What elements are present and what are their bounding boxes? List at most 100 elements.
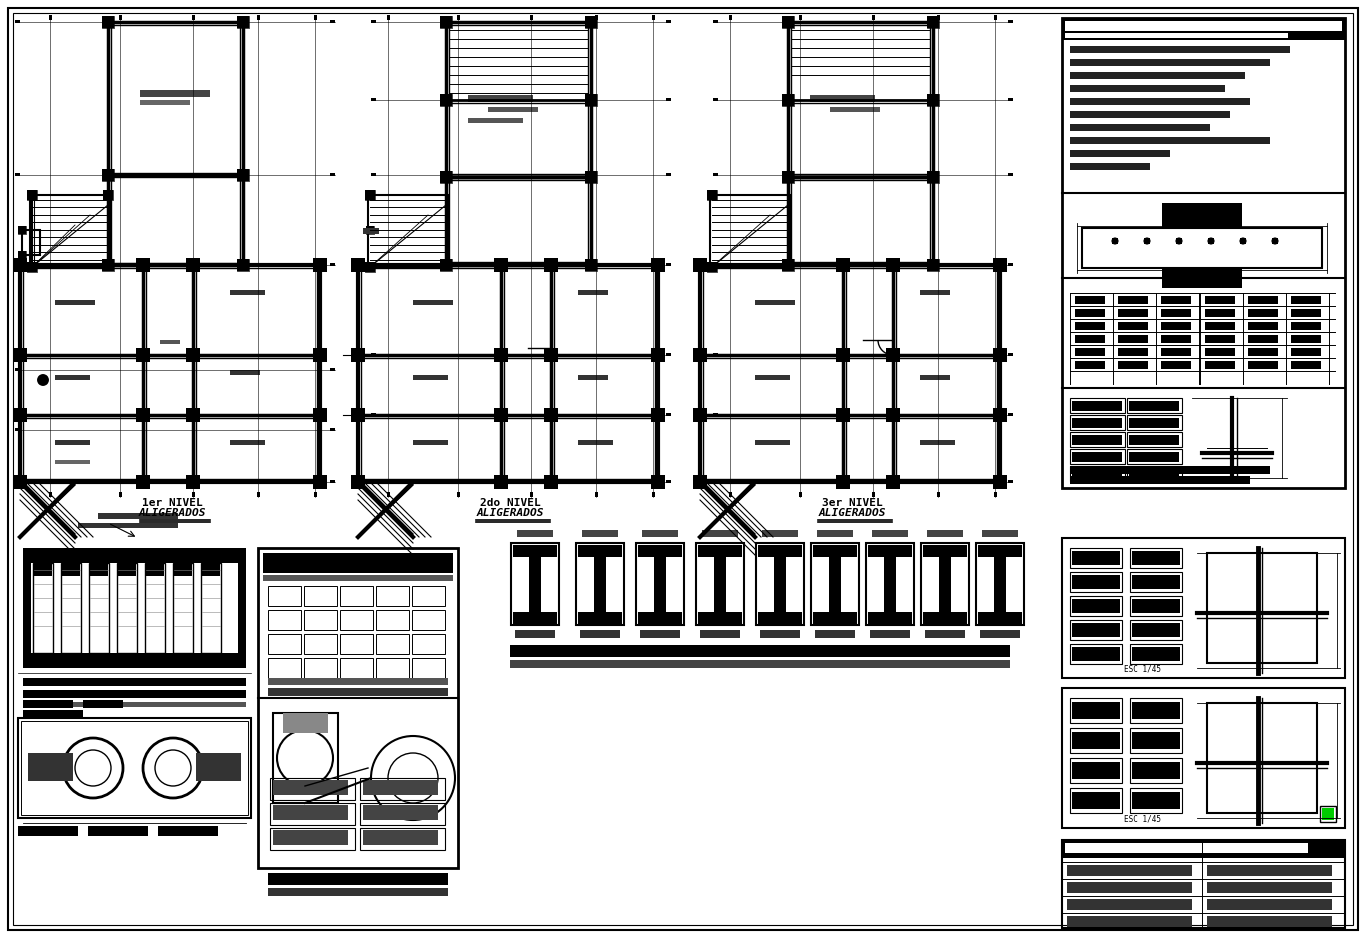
Bar xyxy=(238,169,248,181)
Bar xyxy=(119,492,121,497)
Bar xyxy=(1067,865,1192,876)
Bar xyxy=(412,658,445,678)
Bar xyxy=(14,258,27,272)
Bar xyxy=(1072,452,1122,462)
Bar xyxy=(14,475,27,489)
Bar xyxy=(449,180,588,262)
Bar xyxy=(1076,296,1106,304)
Bar xyxy=(651,475,665,489)
Bar xyxy=(1070,758,1122,783)
Bar xyxy=(923,612,966,624)
Bar xyxy=(18,251,26,259)
Bar xyxy=(577,612,622,624)
Bar xyxy=(29,753,72,781)
Bar xyxy=(117,564,136,576)
Bar xyxy=(698,545,743,557)
Bar xyxy=(1248,296,1278,304)
Bar xyxy=(1070,398,1125,413)
Bar xyxy=(1070,466,1125,481)
Bar xyxy=(977,545,1022,557)
Bar xyxy=(27,262,37,272)
Bar xyxy=(511,645,1010,657)
Bar xyxy=(30,195,111,267)
Bar xyxy=(755,440,790,445)
Bar xyxy=(1065,33,1289,38)
Bar xyxy=(1067,916,1192,927)
Bar xyxy=(440,259,452,271)
Bar xyxy=(698,612,743,624)
Bar xyxy=(364,262,375,272)
Bar xyxy=(927,16,939,28)
Bar xyxy=(1067,899,1192,910)
Bar xyxy=(1162,203,1242,228)
Bar xyxy=(1007,264,1013,266)
Bar xyxy=(1118,296,1148,304)
Bar xyxy=(693,408,707,422)
Bar xyxy=(1007,98,1013,101)
Bar xyxy=(885,557,895,612)
Bar xyxy=(1072,469,1122,479)
Text: ESC 1/45: ESC 1/45 xyxy=(1123,664,1160,673)
Bar xyxy=(927,171,939,183)
Bar xyxy=(782,94,794,106)
Bar xyxy=(927,94,939,106)
Bar xyxy=(530,557,541,612)
Bar xyxy=(1248,361,1278,369)
Bar xyxy=(364,190,375,200)
Bar xyxy=(693,348,707,362)
Bar xyxy=(414,440,448,445)
Bar xyxy=(1205,335,1235,343)
Bar xyxy=(273,713,339,803)
Bar xyxy=(1072,418,1122,428)
Bar xyxy=(15,174,20,176)
Bar xyxy=(102,190,113,200)
Bar xyxy=(921,543,969,625)
Bar xyxy=(886,408,900,422)
Bar xyxy=(1007,174,1013,176)
Bar xyxy=(1321,808,1334,820)
Bar xyxy=(102,169,115,181)
Bar xyxy=(835,408,850,422)
Bar xyxy=(136,258,150,272)
Bar xyxy=(515,630,556,638)
Bar xyxy=(782,94,794,106)
Bar xyxy=(87,826,147,836)
Bar xyxy=(340,586,373,606)
Bar xyxy=(268,888,448,896)
Bar xyxy=(1112,238,1118,244)
Bar xyxy=(314,492,317,497)
Bar xyxy=(1070,150,1170,157)
Text: 3er NIVEL: 3er NIVEL xyxy=(822,498,882,508)
Bar xyxy=(22,230,40,255)
Bar xyxy=(1070,620,1122,640)
Bar xyxy=(586,171,597,183)
Bar xyxy=(268,586,302,606)
Bar xyxy=(1070,596,1122,616)
Bar xyxy=(886,348,900,362)
Text: ALIGERADOS: ALIGERADOS xyxy=(138,508,206,518)
Bar xyxy=(257,15,259,20)
Bar xyxy=(18,826,78,836)
Bar xyxy=(375,634,410,654)
Bar xyxy=(1132,762,1179,779)
Bar xyxy=(369,195,448,267)
Bar xyxy=(238,16,248,28)
Bar xyxy=(363,228,379,234)
Bar xyxy=(304,658,337,678)
Bar xyxy=(145,563,165,653)
Bar xyxy=(1129,469,1179,479)
Bar xyxy=(700,630,740,638)
Bar xyxy=(545,408,558,422)
Bar xyxy=(835,258,850,272)
Bar xyxy=(586,16,597,28)
Bar xyxy=(440,94,452,106)
Bar xyxy=(371,264,375,266)
Bar xyxy=(23,548,246,563)
Bar xyxy=(18,251,26,259)
Bar xyxy=(1062,840,1345,928)
Bar xyxy=(283,713,328,733)
Bar xyxy=(468,118,523,123)
Bar xyxy=(651,15,654,20)
Bar xyxy=(1070,98,1250,105)
Bar xyxy=(868,545,912,557)
